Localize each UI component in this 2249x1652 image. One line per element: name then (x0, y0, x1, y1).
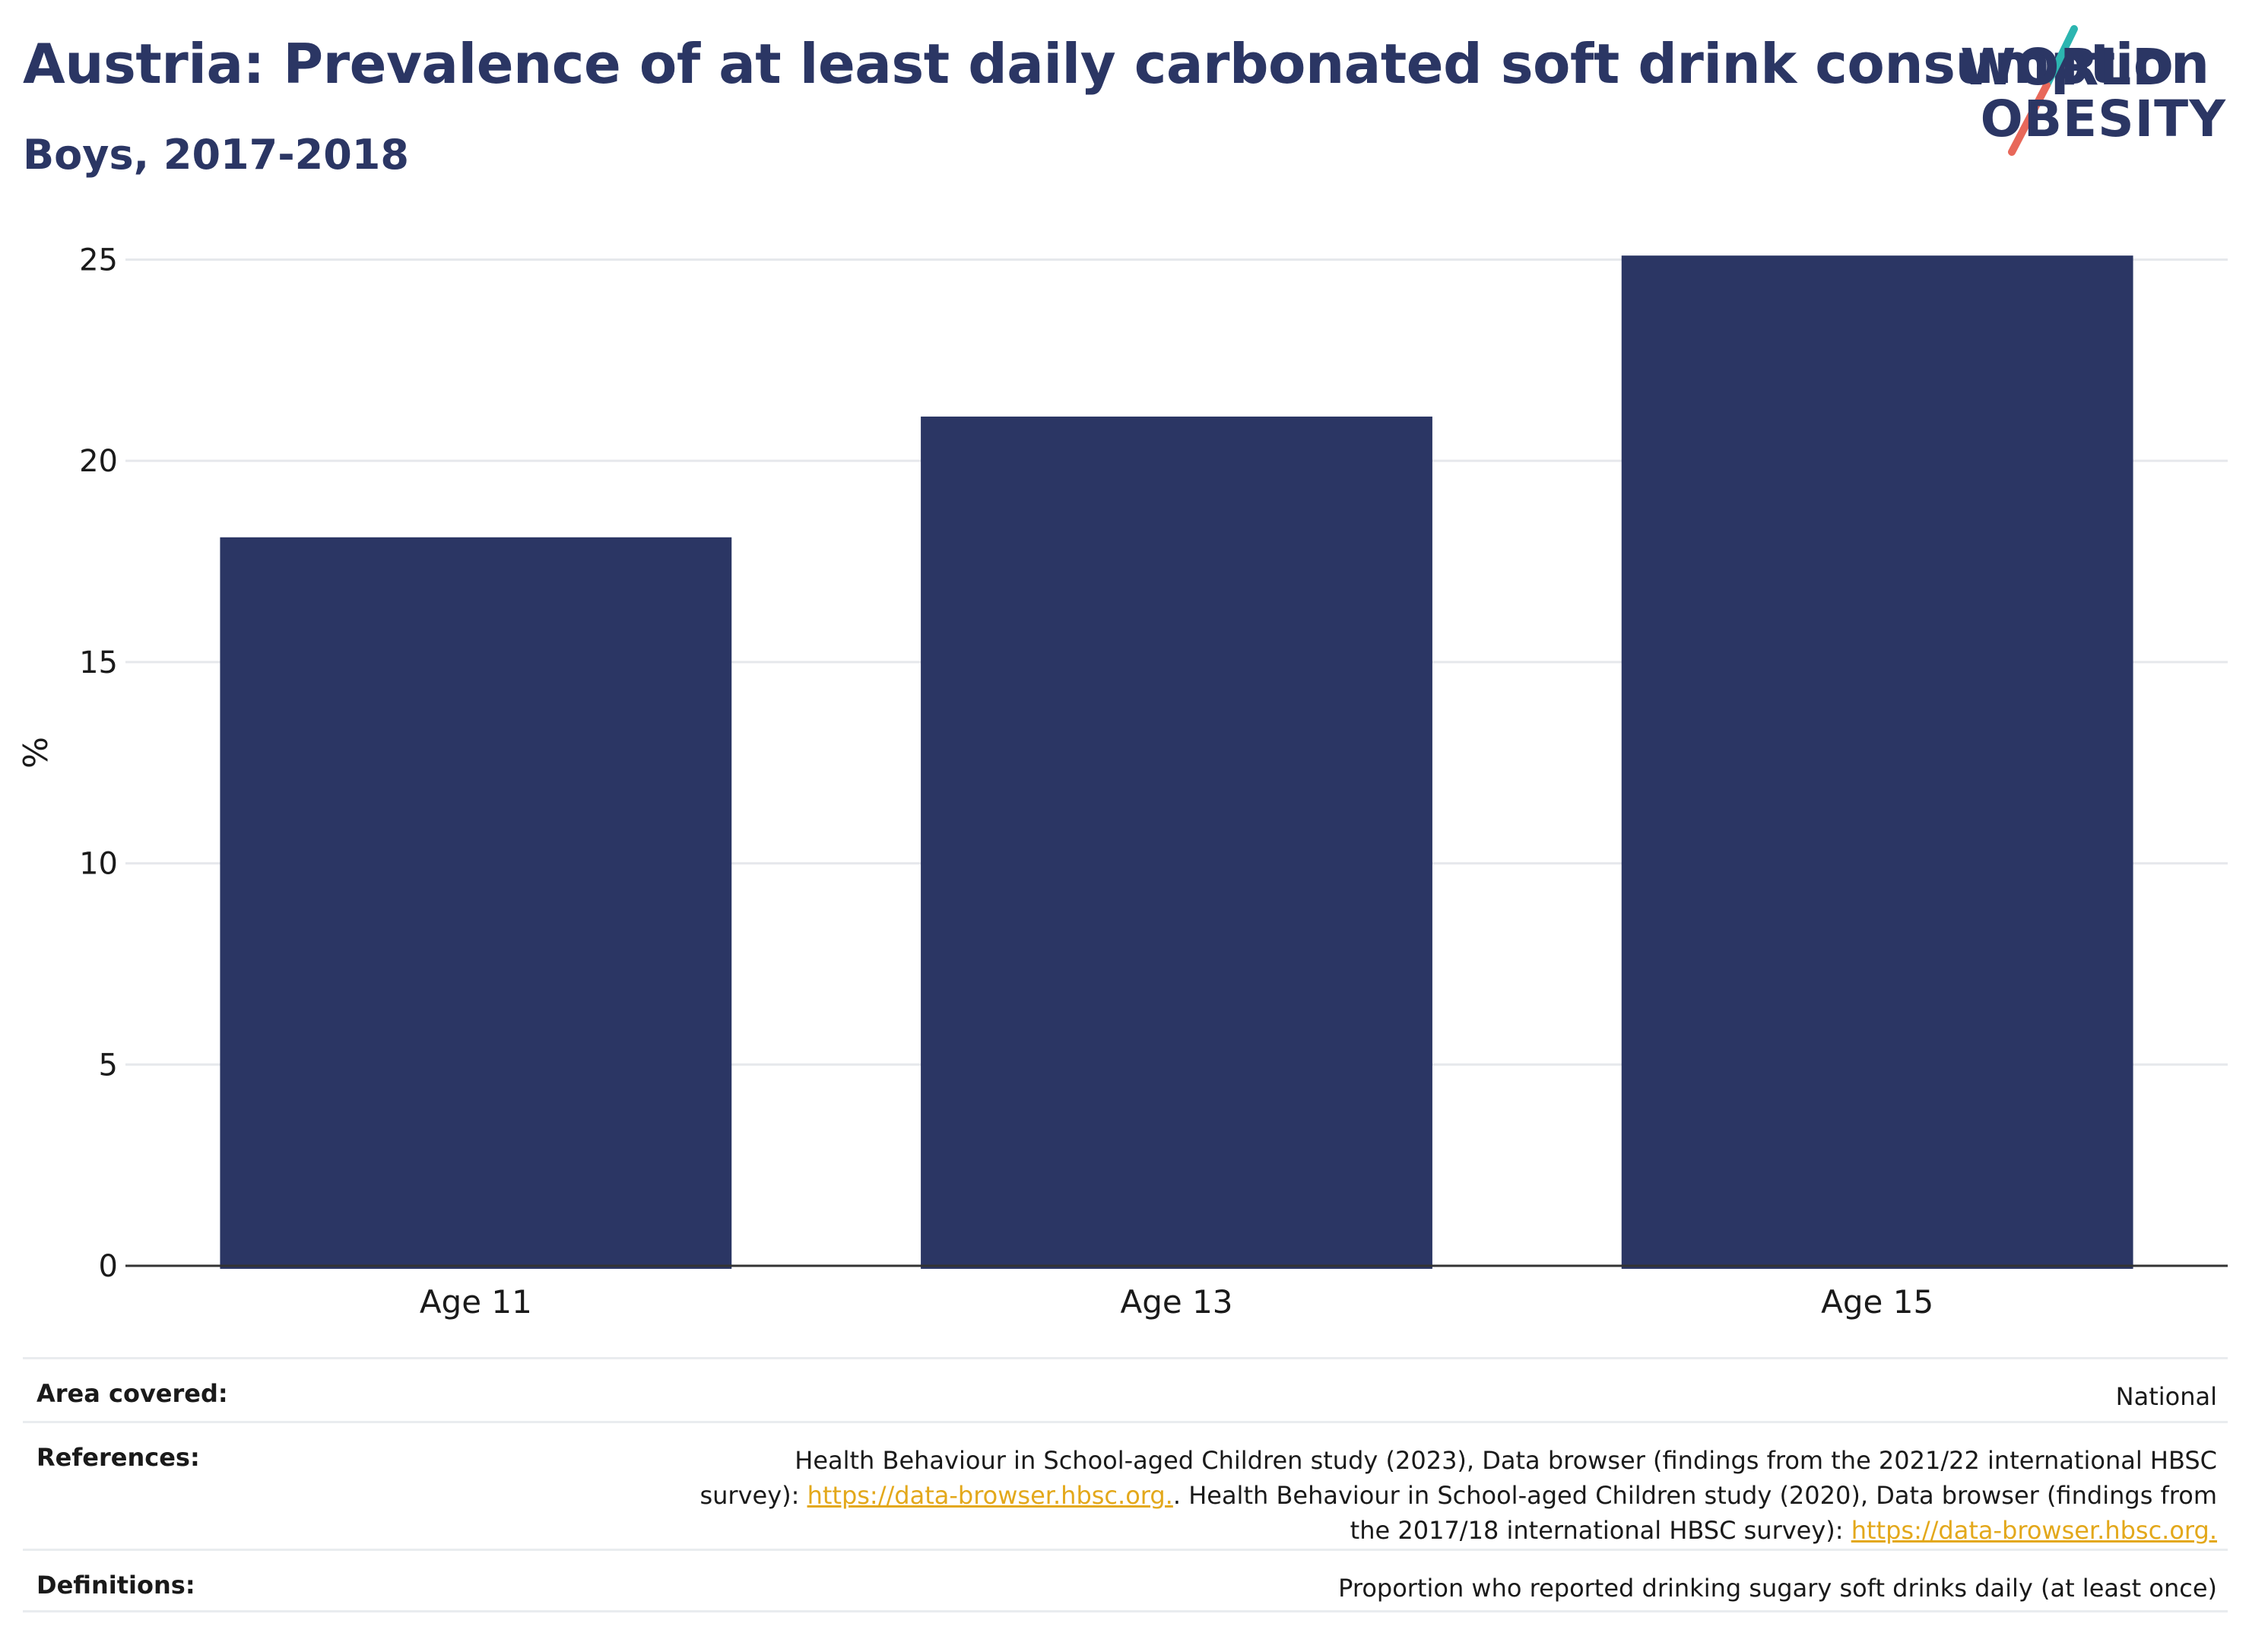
x-tick-label: Age 11 (420, 1283, 532, 1321)
bar-age-11[interactable] (220, 537, 732, 1269)
meta-row-references: References: Health Behaviour in School-a… (23, 1421, 2228, 1549)
y-tick-label: 0 (99, 1249, 118, 1284)
chart-title: Austria: Prevalence of at least daily ca… (23, 32, 2209, 96)
y-tick-label: 5 (99, 1048, 118, 1083)
metadata-table: Area covered: National References: Healt… (23, 1357, 2228, 1612)
references-value: Health Behaviour in School-aged Children… (696, 1443, 2217, 1548)
definitions-label: Definitions: (36, 1571, 195, 1600)
y-tick-label: 20 (79, 444, 118, 479)
logo-slash-icon (2008, 25, 2078, 156)
y-axis-label: % (17, 737, 56, 769)
area-label: Area covered: (36, 1379, 228, 1408)
bar-age-13[interactable] (921, 416, 1432, 1269)
y-tick-label: 15 (79, 645, 118, 680)
reference-text-1: Health Behaviour in School-aged Children… (699, 1446, 2217, 1510)
y-tick-label: 25 (79, 243, 118, 277)
reference-link-1[interactable]: https://data-browser.hbsc.org. (807, 1481, 1173, 1510)
reference-text-2: . Health Behaviour in School-aged Childr… (1172, 1481, 2217, 1545)
chart-subtitle: Boys, 2017-2018 (23, 131, 409, 179)
meta-row-definitions: Definitions: Proportion who reported dri… (23, 1549, 2228, 1612)
bar-chart: 0 5 10 15 20 25 Age 11 Age 13 Age 15 % (17, 243, 2228, 1321)
meta-row-area: Area covered: National (23, 1357, 2228, 1421)
bar-age-15[interactable] (1621, 255, 2133, 1269)
reference-link-2[interactable]: https://data-browser.hbsc.org. (1851, 1516, 2217, 1545)
y-tick-labels: 0 5 10 15 20 25 (79, 243, 118, 1284)
world-obesity-logo[interactable]: WORLD OBESITY (1960, 23, 2235, 160)
bars (220, 255, 2133, 1269)
area-value: National (2115, 1382, 2217, 1411)
definitions-value: Proportion who reported drinking sugary … (1338, 1574, 2217, 1603)
logo-text-obesity: OBESITY (1980, 90, 2226, 148)
x-tick-label: Age 13 (1120, 1283, 1232, 1321)
x-tick-label: Age 15 (1821, 1283, 1933, 1321)
logo-text-world: WORLD (1960, 38, 2174, 97)
x-tick-labels: Age 11 Age 13 Age 15 (420, 1283, 1933, 1321)
references-label: References: (36, 1443, 200, 1472)
y-tick-label: 10 (79, 847, 118, 882)
